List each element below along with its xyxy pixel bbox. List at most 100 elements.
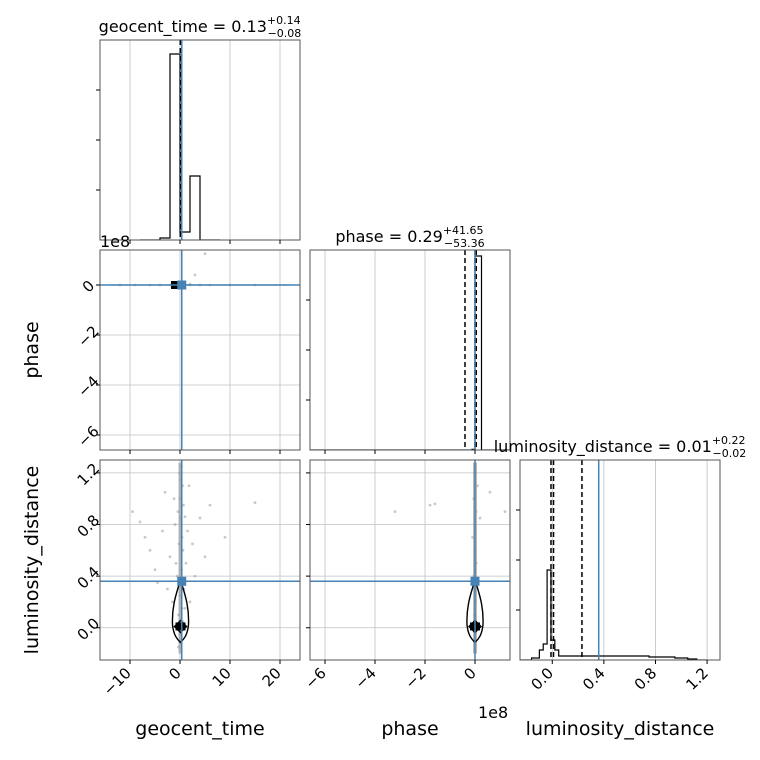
- histogram-step: [310, 255, 510, 450]
- sample-point: [503, 510, 507, 514]
- sample-point: [428, 503, 432, 507]
- sample-point: [193, 574, 197, 578]
- truth-marker: [177, 280, 187, 290]
- truth-marker: [177, 576, 187, 586]
- title-median: luminosity_distance = 0.01: [494, 437, 712, 457]
- panel-content: [310, 250, 510, 450]
- title-median: geocent_time = 0.13: [99, 17, 267, 37]
- panel-title-geocent_time: geocent_time = 0.13+0.14 −0.08: [99, 14, 302, 40]
- sample-point: [161, 529, 164, 533]
- y-axis-label-luminosity-distance: luminosity_distance: [21, 466, 43, 655]
- panel-phase-geocent_time: −6 −4 −2 0: [74, 249, 301, 454]
- histogram-step: [140, 53, 220, 240]
- sample-point: [148, 548, 152, 552]
- sample-point: [131, 510, 134, 514]
- title-upper: +0.22: [712, 434, 746, 447]
- y-tick-label: −6: [74, 422, 102, 450]
- sample-point: [143, 536, 147, 539]
- panel-content: [310, 460, 510, 660]
- sample-point: [223, 536, 227, 539]
- panel-content: [129, 40, 281, 240]
- y-tick-label: 0.8: [74, 511, 104, 541]
- sample-point: [198, 516, 202, 520]
- x-tick-label: 0.8: [631, 664, 661, 694]
- y-tick-label: 0.0: [74, 614, 104, 644]
- x-tick-label: −10: [100, 664, 135, 699]
- sample-point: [188, 600, 192, 604]
- x-tick-label: 10: [209, 664, 235, 690]
- panel-frame: [99, 249, 301, 451]
- panel-title-luminosity_distance: luminosity_distance = 0.01+0.22 −0.02: [494, 434, 747, 460]
- sample-point: [393, 510, 397, 514]
- sample-point: [488, 490, 492, 494]
- y-axis-label-phase: phase: [21, 321, 43, 378]
- sample-point: [208, 503, 212, 507]
- truth-marker: [470, 576, 480, 586]
- sample-point: [203, 555, 207, 559]
- x-offset-text-phase: 1e8: [478, 703, 508, 722]
- panel-geocent_time-geocent_time: geocent_time = 0.13+0.14 −0.08: [96, 14, 301, 244]
- title-upper: +41.65: [443, 224, 484, 237]
- y-offset-text-phase: 1e8: [100, 232, 130, 251]
- sample-point: [153, 568, 157, 572]
- x-tick-label: −4: [351, 664, 379, 692]
- sample-point: [191, 542, 194, 546]
- sample-point: [183, 515, 187, 519]
- sample-point: [478, 516, 482, 520]
- panel-frame: [309, 459, 511, 661]
- sample-point: [172, 497, 176, 501]
- title-lower: −53.36: [444, 237, 485, 250]
- sample-point: [203, 252, 207, 256]
- panel-luminosity_distance-geocent_time: −10 0 10 20 0.0 0.4 0.8 1.2: [74, 459, 301, 699]
- title-lower: −0.02: [713, 447, 747, 460]
- panel-frame: [309, 249, 511, 451]
- sample-point: [173, 523, 177, 526]
- panel-title-phase: phase = 0.29+41.65 −53.36: [335, 224, 484, 250]
- title-lower: −0.08: [268, 27, 302, 40]
- panel-content: [100, 250, 300, 450]
- contour-outer: [171, 578, 190, 644]
- sample-point: [433, 502, 437, 506]
- sample-point: [193, 273, 197, 277]
- panel-frame: [99, 459, 301, 661]
- y-tick-label: −4: [74, 372, 102, 400]
- sample-point: [187, 484, 191, 488]
- title-upper: +0.14: [267, 14, 301, 27]
- panel-luminosity_distance-luminosity_distance: 0.0 0.4 0.8 1.2 luminosity_distance = 0.01+0…: [494, 434, 747, 694]
- sample-point: [166, 587, 169, 591]
- density-column: [178, 462, 183, 654]
- sample-point: [186, 529, 189, 533]
- sample-point: [184, 561, 188, 565]
- x-tick-label: −6: [301, 664, 329, 692]
- x-tick-label: 1.2: [682, 664, 712, 694]
- x-axis-label-luminosity-distance: luminosity_distance: [526, 718, 715, 740]
- title-median: phase = 0.29: [335, 227, 442, 246]
- x-axis-label-geocent-time: geocent_time: [135, 718, 264, 740]
- y-tick-label: −2: [74, 322, 102, 350]
- sample-point: [138, 520, 142, 524]
- y-tick-label: 0: [79, 277, 98, 296]
- histogram-step: [520, 569, 708, 660]
- contour-outer: [466, 578, 484, 644]
- sample-point: [163, 490, 167, 494]
- x-tick-label: 0: [165, 664, 184, 683]
- sample-point: [171, 600, 174, 604]
- panel-content: [100, 460, 300, 660]
- sample-point: [183, 606, 187, 610]
- panel-content: [520, 460, 708, 660]
- x-tick-label: 0.4: [579, 664, 609, 694]
- panel-frame: [519, 459, 721, 661]
- density-peak: [175, 622, 186, 631]
- panel-phase-phase: phase = 0.29+41.65 −53.36: [306, 224, 511, 454]
- x-tick-label: −2: [401, 664, 429, 692]
- y-tick-label: 0.4: [74, 563, 104, 593]
- panel-luminosity_distance-phase: −6 −4 −2 0: [301, 459, 511, 692]
- sample-point: [174, 561, 178, 565]
- x-tick-label: 20: [259, 664, 285, 690]
- x-tick-label: 0: [460, 664, 479, 683]
- sample-point: [253, 501, 257, 504]
- sample-point: [168, 555, 172, 559]
- y-tick-label: 1.2: [74, 460, 104, 490]
- x-axis-label-phase: phase: [381, 718, 438, 740]
